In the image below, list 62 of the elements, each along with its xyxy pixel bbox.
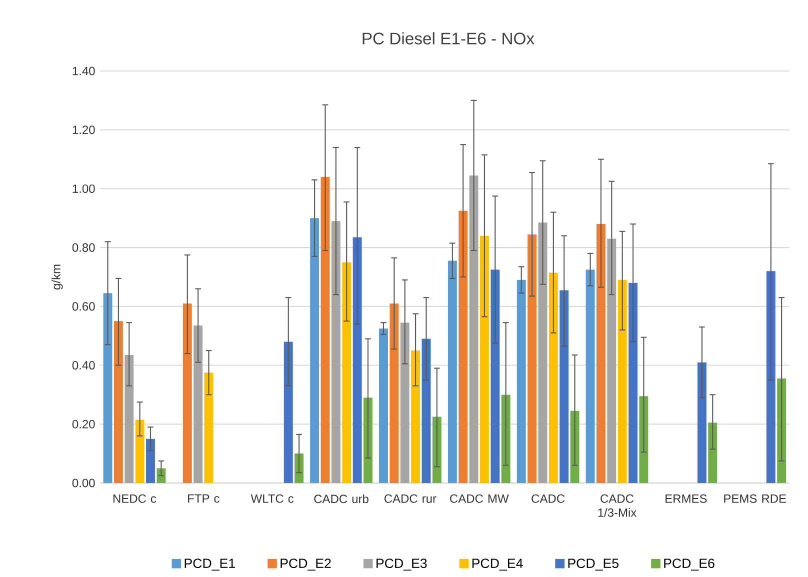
bar	[458, 210, 468, 483]
bar	[204, 372, 214, 483]
bar	[379, 328, 388, 483]
x-tick-label: CADC	[532, 494, 565, 503]
y-tick-label: 0.20	[72, 420, 95, 428]
bar	[135, 420, 144, 483]
legend-label: PCD_E3	[376, 558, 427, 571]
bar	[560, 290, 569, 483]
bar	[352, 237, 362, 483]
bar	[618, 280, 627, 483]
bar	[400, 322, 410, 483]
legend-label: PCD_E5	[568, 558, 619, 571]
bar	[284, 342, 293, 483]
y-tick-label: 1.20	[72, 126, 95, 134]
x-tick-label: CADC MW	[450, 494, 509, 503]
bar	[194, 326, 203, 483]
bar	[538, 222, 548, 483]
bar	[490, 270, 500, 483]
y-axis-title: g/km	[52, 264, 63, 290]
bar	[607, 238, 616, 483]
chart-title: PC Diesel E1-E6 - NOx	[362, 32, 534, 44]
bar	[697, 362, 706, 483]
legend-label: PCD_E4	[472, 558, 523, 571]
y-tick-label: 0.40	[72, 361, 95, 370]
bar	[548, 272, 558, 483]
bar	[448, 260, 457, 483]
x-tick-label: CADC 1/3-Mix	[598, 494, 637, 517]
bar	[528, 234, 537, 483]
y-tick-label: 1.00	[72, 184, 95, 193]
bar	[480, 236, 489, 483]
bar	[390, 303, 399, 483]
x-tick-label: NEDC c	[113, 494, 156, 503]
bar	[469, 175, 478, 483]
legend-label: PCD_E6	[664, 558, 714, 571]
legend-label: PCD_E2	[280, 558, 331, 571]
x-tick-label: CADC rur	[384, 494, 436, 503]
bar	[331, 221, 340, 483]
bar	[596, 224, 606, 483]
bar	[422, 338, 431, 483]
y-tick-label: 0.80	[72, 243, 95, 252]
x-tick-label: FTP c	[188, 494, 220, 503]
bar	[411, 350, 420, 483]
bar	[114, 321, 123, 483]
bar	[586, 270, 595, 483]
bar	[708, 422, 718, 483]
x-tick-label: WLTC c	[250, 494, 294, 503]
y-tick-label: 1.40	[72, 66, 95, 76]
x-tick-label: ERMES	[666, 494, 707, 503]
bar	[146, 438, 155, 483]
x-tick-label: PEMS RDE	[724, 494, 786, 503]
bar	[103, 293, 112, 483]
bar	[124, 354, 134, 483]
bar	[320, 176, 330, 483]
bar	[342, 262, 352, 483]
legend-label: PCD_E1	[184, 558, 235, 571]
y-tick-label: 0.60	[72, 302, 95, 311]
bar	[516, 280, 526, 483]
bar	[310, 218, 320, 483]
y-tick-label: 0.00	[72, 478, 95, 488]
bar	[182, 303, 192, 483]
x-tick-label: CADC urb	[314, 494, 368, 504]
bar	[628, 282, 638, 483]
